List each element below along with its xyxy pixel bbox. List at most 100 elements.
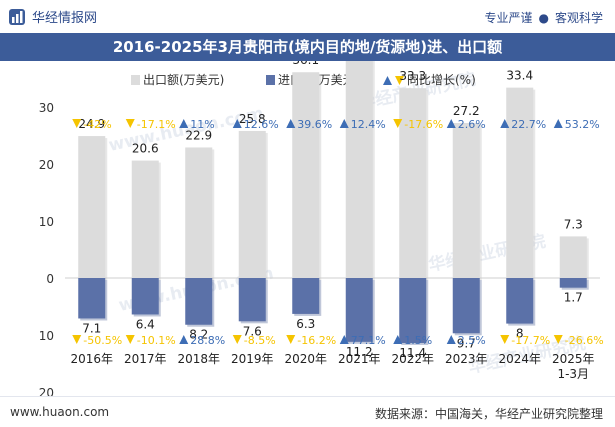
import-growth-label: 2.5% <box>458 334 486 347</box>
import-value-label: 8.2 <box>189 328 208 342</box>
export-growth-label: 22.7% <box>511 118 546 131</box>
import-growth-down-icon <box>72 335 82 344</box>
import-growth-up-icon <box>446 335 456 344</box>
import-growth-label: 77.1% <box>351 334 386 347</box>
y-tick-label: 10 <box>39 329 54 343</box>
x-tick-label: 2025年 <box>552 352 595 366</box>
export-growth-label: 39.6% <box>297 118 332 131</box>
import-growth-down-icon <box>125 335 135 344</box>
import-value-label: 1.7 <box>564 291 583 305</box>
import-bar <box>345 278 373 342</box>
footer: www.huaon.com 数据来源：中国海关，华经产业研究院整理 <box>0 396 615 427</box>
footer-source: 数据来源：中国海关，华经产业研究院整理 <box>374 407 603 421</box>
export-bar <box>238 130 266 278</box>
tagline-separator-icon: ● <box>538 11 549 25</box>
import-value-label: 7.6 <box>243 324 262 338</box>
import-bar <box>292 278 320 314</box>
import-growth-label: 28.8% <box>190 334 225 347</box>
export-value-label: 20.6 <box>132 142 159 156</box>
export-growth-down-icon <box>393 119 403 128</box>
x-tick-label: 2018年 <box>177 352 220 366</box>
export-bar <box>345 61 373 278</box>
export-growth-label: 12.4% <box>351 118 386 131</box>
legend-up-triangle-icon <box>383 76 392 85</box>
import-growth-label: -8.5% <box>244 334 276 347</box>
import-growth-label: -17.7% <box>511 334 550 347</box>
x-tick-label: 2022年 <box>391 352 434 366</box>
import-growth-down-icon <box>286 335 296 344</box>
export-growth-down-icon <box>125 119 135 128</box>
import-growth-up-icon <box>339 335 349 344</box>
import-growth-label: -10.1% <box>137 334 176 347</box>
export-growth-up-icon <box>232 119 242 128</box>
y-tick-label: 20 <box>39 158 54 172</box>
x-tick-label: 2017年 <box>124 352 167 366</box>
import-value-label: 6.4 <box>136 317 155 331</box>
export-value-label: 25.8 <box>239 112 266 126</box>
import-growth-label: -50.5% <box>83 334 122 347</box>
import-bar <box>238 278 266 322</box>
export-bar <box>452 122 480 279</box>
export-growth-up-icon <box>339 119 349 128</box>
import-growth-down-icon <box>500 335 510 344</box>
x-tick-label: 2024年 <box>498 352 541 366</box>
brand-tagline: 专业严谨 ● 客观科学 <box>484 9 603 26</box>
y-tick-label: 30 <box>39 101 54 115</box>
top-bar: 华经情报网 专业严谨 ● 客观科学 <box>0 0 615 33</box>
export-value-label: 36.1 <box>292 61 319 67</box>
x-tick-label: 2020年 <box>284 352 327 366</box>
import-value-label: 8 <box>516 327 524 341</box>
export-value-label: 27.2 <box>453 104 480 118</box>
export-bar <box>185 147 213 278</box>
export-growth-label: 11% <box>190 118 214 131</box>
title-bar: 2016-2025年3月贵阳市(境内目的地/货源地)进、出口额 <box>0 33 615 61</box>
import-value-label: 6.3 <box>296 317 315 331</box>
export-growth-up-icon <box>446 119 456 128</box>
export-growth-up-icon <box>500 119 510 128</box>
y-tick-label: 0 <box>46 272 54 286</box>
export-bar <box>292 72 320 278</box>
x-tick-label: 2021年 <box>338 352 381 366</box>
tagline-right: 客观科学 <box>554 11 603 25</box>
import-bar <box>452 278 480 334</box>
export-value-label: 33.3 <box>399 69 426 83</box>
export-bar <box>78 136 106 278</box>
legend-import-swatch <box>266 75 275 85</box>
import-bar <box>78 278 106 319</box>
y-tick-label: 10 <box>39 215 54 229</box>
export-growth-up-icon <box>553 119 563 128</box>
legend-growth-label: 同比增长(%) <box>407 73 476 87</box>
brand-logo-icon <box>9 8 25 25</box>
chart: 华经产业研究院www.huaon.com华经产业研究院www.huaon.com… <box>39 61 604 397</box>
legend-export-swatch <box>131 75 140 85</box>
export-growth-label: -17.6% <box>404 118 443 131</box>
import-value-label: 7.1 <box>82 321 101 335</box>
export-bar <box>399 88 427 278</box>
chart-title: 2016-2025年3月贵阳市(境内目的地/货源地)进、出口额 <box>112 38 503 56</box>
export-growth-down-icon <box>72 119 82 128</box>
export-value-label: 7.3 <box>564 217 583 231</box>
export-value-label: 24.9 <box>78 117 105 131</box>
import-bar <box>185 278 213 325</box>
x-tick-label: 2023年 <box>445 352 488 366</box>
legend-down-triangle-icon <box>395 76 404 85</box>
export-growth-label: 2.6% <box>458 118 486 131</box>
export-growth-up-icon <box>179 119 189 128</box>
export-value-label: 33.4 <box>506 69 533 83</box>
import-value-label: 9.7 <box>457 336 476 350</box>
export-growth-label: -42% <box>83 118 111 131</box>
import-value-label: 11.4 <box>399 346 426 360</box>
import-growth-down-icon <box>553 335 563 344</box>
x-tick-label: 2016年 <box>70 352 113 366</box>
export-bar <box>131 160 159 278</box>
import-bar <box>506 278 534 324</box>
brand-name: 华经情报网 <box>32 11 98 26</box>
import-bar <box>131 278 159 315</box>
import-value-label: 11.2 <box>346 345 373 359</box>
brand-logo[interactable]: 华经情报网 <box>8 7 97 26</box>
x-tick-label: 2019年 <box>231 352 274 366</box>
legend-export-label: 出口额(万美元) <box>143 73 224 87</box>
import-bar <box>399 278 427 343</box>
footer-website-link[interactable]: www.huaon.com <box>10 405 110 419</box>
import-growth-label: 1.5% <box>404 334 432 347</box>
